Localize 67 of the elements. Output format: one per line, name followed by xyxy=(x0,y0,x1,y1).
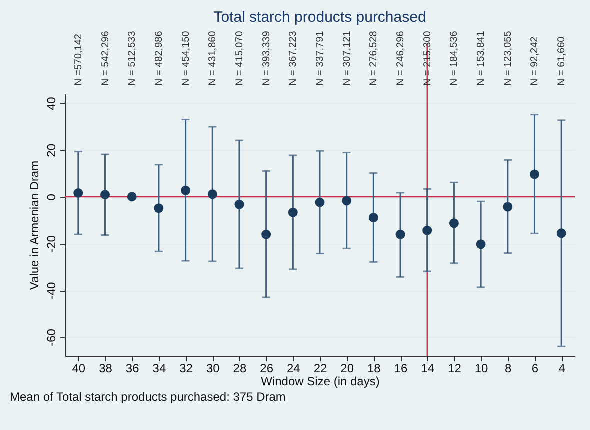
point xyxy=(234,200,244,210)
point xyxy=(74,188,84,198)
text: N = 415,070 xyxy=(234,30,246,86)
text: N = 123,055 xyxy=(502,30,514,86)
text: N = 367,223 xyxy=(288,30,300,86)
text: N = 61,660 xyxy=(556,36,568,86)
point xyxy=(503,202,513,212)
point xyxy=(181,186,191,196)
text: N = 431,860 xyxy=(208,30,219,86)
point xyxy=(208,190,218,200)
text: N = 482,986 xyxy=(154,30,165,86)
text: N = 337,791 xyxy=(315,30,326,86)
x-tick-label: 14 xyxy=(421,362,435,376)
y-tick-label: -60 xyxy=(44,328,58,346)
text: N =570,142 xyxy=(73,34,84,86)
text: N = 307,121 xyxy=(342,30,353,86)
x-tick-label: 22 xyxy=(314,362,328,376)
point xyxy=(127,192,137,202)
text: N = 153,841 xyxy=(476,30,488,86)
x-tick-label: 34 xyxy=(152,362,166,376)
y-tick-label: 40 xyxy=(44,96,58,111)
chart-title: Total starch products purchased xyxy=(214,9,426,26)
x-tick-label: 16 xyxy=(394,362,408,376)
y-tick-label: 0 xyxy=(44,194,58,201)
x-tick-label: 18 xyxy=(368,362,382,376)
x-tick-label: 36 xyxy=(126,362,140,376)
text: N = 246,296 xyxy=(396,30,407,86)
point xyxy=(368,213,378,222)
y-tick-label: 20 xyxy=(44,144,58,158)
x-tick-label: 6 xyxy=(532,362,539,376)
point xyxy=(262,230,272,240)
text: N = 92,242 xyxy=(530,36,541,86)
point xyxy=(288,208,298,218)
text: N = 184,536 xyxy=(449,30,460,86)
y-tick-label: -40 xyxy=(44,282,58,300)
x-tick-label: 12 xyxy=(448,362,462,376)
text: N = 215,300 xyxy=(422,30,434,86)
x-tick-label: 38 xyxy=(99,362,113,376)
point xyxy=(396,230,406,240)
x-tick-label: 40 xyxy=(72,362,86,376)
x-tick-label: 8 xyxy=(505,362,512,376)
x-tick-label: 4 xyxy=(558,362,566,376)
text: Mean of Total starch products purchased: 375 Dram xyxy=(10,390,286,404)
y-axis-title: Value in Armenian Dram xyxy=(28,160,42,290)
point xyxy=(422,226,432,236)
y-tick-label: -20 xyxy=(44,235,58,253)
point xyxy=(556,228,566,238)
x-tick-label: 32 xyxy=(180,362,194,376)
x-tick-label: 28 xyxy=(233,362,247,376)
text: N = 512,533 xyxy=(127,30,138,86)
point xyxy=(100,190,110,200)
x-tick-label: 10 xyxy=(474,362,489,376)
text: N = 454,150 xyxy=(180,30,192,86)
point xyxy=(530,170,540,180)
text: N = 393,339 xyxy=(261,30,272,86)
point xyxy=(449,218,459,228)
x-tick-label: 30 xyxy=(206,362,220,376)
x-tick-label: 24 xyxy=(286,362,301,376)
point xyxy=(342,196,352,206)
point xyxy=(315,198,325,208)
x-tick-label: 20 xyxy=(340,362,354,376)
point xyxy=(476,240,486,250)
point xyxy=(154,204,164,214)
text: N = 276,528 xyxy=(368,30,380,86)
text: N = 542,296 xyxy=(100,30,112,86)
x-axis-title: Window Size (in days) xyxy=(261,374,380,388)
x-tick-label: 26 xyxy=(260,362,274,376)
